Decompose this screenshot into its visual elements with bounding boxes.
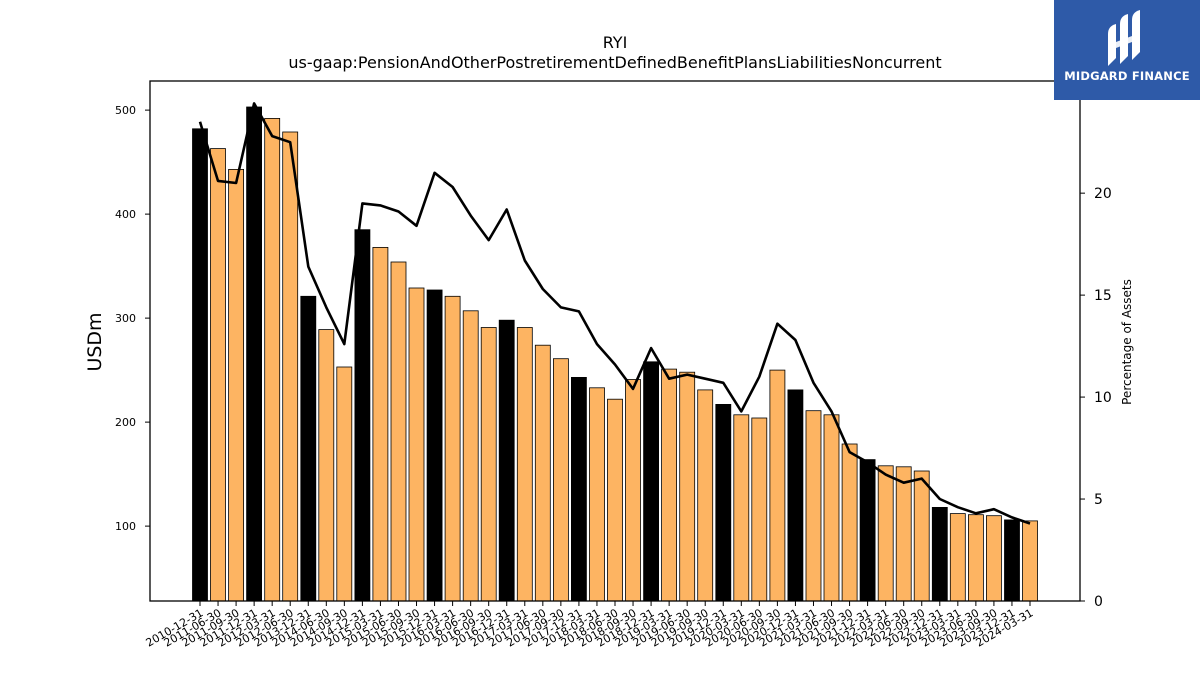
bar <box>787 389 804 602</box>
bar <box>192 128 208 602</box>
bar <box>553 358 569 602</box>
bars-group <box>192 106 1038 602</box>
bar <box>444 295 461 602</box>
y2-tick-label: 10 <box>1094 390 1112 406</box>
y2-tick-label: 15 <box>1094 288 1112 304</box>
y2-axis-label: Percentage of Assets <box>1120 279 1134 405</box>
bar <box>697 389 714 602</box>
y-axis-label: USDm <box>84 312 106 371</box>
bar <box>571 376 587 602</box>
bar <box>805 410 822 602</box>
bar <box>462 310 479 602</box>
bar <box>751 417 768 602</box>
bar <box>895 466 912 602</box>
y-tick-label: 300 <box>115 312 136 325</box>
axes-group: 100200300400500051015202010-12-312011-06… <box>115 80 1112 650</box>
bar <box>769 369 786 602</box>
bar <box>931 506 948 602</box>
bar <box>264 118 281 602</box>
logo-mark-icon <box>1108 10 1140 66</box>
bar <box>607 398 623 602</box>
bar <box>300 295 317 602</box>
bar <box>318 329 335 602</box>
series-line <box>198 102 1031 525</box>
bar <box>498 319 515 602</box>
bar <box>480 327 497 602</box>
bar <box>643 361 659 602</box>
bar <box>534 344 551 602</box>
y-tick-label: 200 <box>115 416 136 429</box>
bar <box>246 106 263 602</box>
bar <box>228 168 245 602</box>
chart-title: RYI <box>603 33 628 52</box>
y-tick-label: 400 <box>115 208 136 221</box>
bar <box>589 387 605 602</box>
bar <box>1022 520 1038 602</box>
y2-tick-label: 20 <box>1094 186 1112 202</box>
y-tick-label: 100 <box>115 520 136 533</box>
bar <box>516 327 533 602</box>
bar <box>661 368 677 602</box>
y2-tick-label: 5 <box>1094 492 1103 508</box>
bar <box>968 514 984 602</box>
logo-text: MIDGARD FINANCE <box>1064 69 1190 83</box>
bar <box>408 287 425 602</box>
line-group <box>198 102 1031 525</box>
bar <box>390 261 407 602</box>
bar <box>282 131 299 602</box>
bar <box>372 246 389 602</box>
bar <box>877 465 894 602</box>
y2-tick-label: 0 <box>1094 594 1103 610</box>
y-tick-label: 500 <box>115 104 136 117</box>
bar <box>823 414 840 602</box>
chart-subtitle: us-gaap:PensionAndOtherPostretirementDef… <box>288 53 941 72</box>
bar <box>426 289 443 602</box>
bar <box>679 371 696 602</box>
bar <box>859 459 876 602</box>
bar <box>336 366 353 602</box>
bar <box>913 470 930 602</box>
bar <box>949 513 966 602</box>
bar <box>354 229 371 602</box>
bar <box>733 414 750 602</box>
bar <box>1004 519 1020 602</box>
brand-logo: MIDGARD FINANCE <box>1054 0 1200 100</box>
bar <box>625 379 641 602</box>
bar <box>841 443 858 602</box>
bar <box>986 515 1002 602</box>
bar <box>715 403 732 602</box>
bar <box>210 148 226 602</box>
